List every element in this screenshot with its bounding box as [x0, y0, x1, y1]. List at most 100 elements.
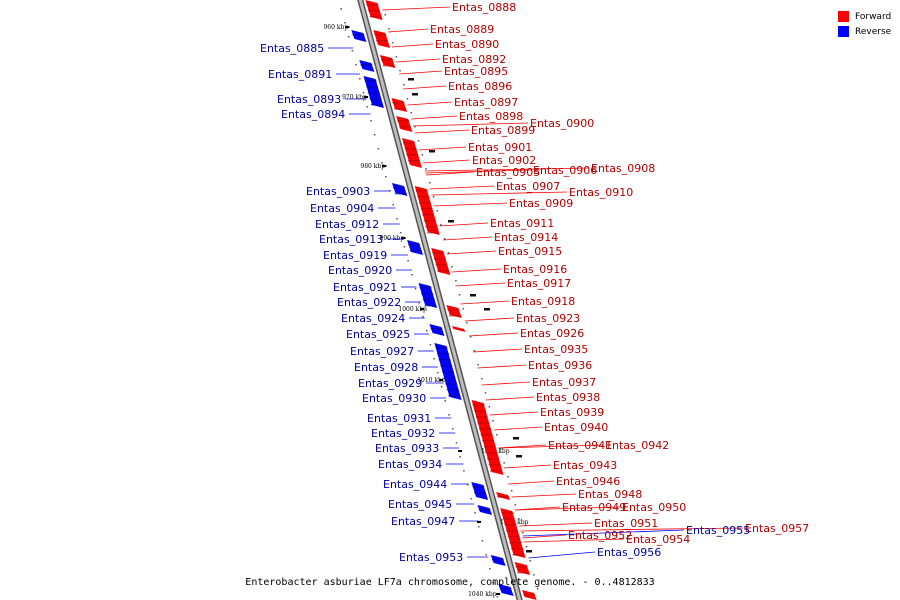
scale-tick-label: 1040 kbp	[468, 591, 497, 598]
minor-tick	[478, 526, 480, 528]
forward-gene-block-stripe	[437, 270, 450, 272]
forward-gene-block-stripe	[501, 512, 514, 514]
gene-label-entas-0891: Entas_0891	[268, 68, 332, 81]
reverse-gene-block-stripe	[473, 492, 486, 494]
gene-label-entas-0928: Entas_0928	[354, 361, 418, 374]
forward-gene-block-stripe	[375, 40, 388, 42]
minor-tick	[418, 302, 421, 304]
gene-label-entas-0929: Entas_0929	[358, 377, 422, 390]
gene-label-entas-0936: Entas_0936	[528, 359, 592, 372]
forward-leader-line	[414, 129, 470, 134]
minor-tick	[429, 182, 431, 184]
forward-leader-line	[425, 169, 532, 174]
gene-label-entas-0948: Entas_0948	[578, 488, 642, 501]
minor-tick	[395, 56, 398, 58]
feature-tick	[526, 550, 532, 553]
forward-gene-block-stripe	[482, 440, 495, 442]
minor-tick	[359, 78, 361, 80]
forward-gene-block	[396, 116, 413, 132]
forward-leader-line	[429, 185, 495, 190]
minor-tick	[488, 406, 491, 408]
forward-gene-block-stripe	[448, 315, 461, 317]
forward-gene-block-stripe	[477, 422, 490, 424]
forward-leader-line	[422, 159, 471, 164]
forward-swatch	[838, 11, 849, 22]
gene-label-entas-0914: Entas_0914	[494, 231, 558, 244]
minor-tick	[485, 554, 487, 556]
gene-label-entas-0937: Entas_0937	[532, 376, 596, 389]
reverse-gene-block-stripe	[370, 104, 383, 106]
forward-gene-block-stripe	[478, 428, 491, 430]
gene-label-entas-0939: Entas_0939	[540, 406, 604, 419]
reverse-gene-block-stripe	[394, 193, 407, 195]
forward-gene-block-stripe	[485, 452, 498, 454]
forward-gene-block-stripe	[515, 566, 528, 568]
gene-label-entas-0945: Entas_0945	[388, 498, 452, 511]
gene-label-entas-0935: Entas_0935	[524, 343, 588, 356]
reverse-gene-block	[407, 240, 424, 255]
forward-leader-line	[472, 348, 523, 353]
forward-leader-line	[451, 268, 502, 273]
minor-tick	[481, 540, 484, 542]
feature-tick	[516, 455, 522, 458]
reverse-gene-block-stripe	[478, 509, 491, 511]
minor-tick	[518, 518, 520, 520]
minor-tick	[462, 308, 465, 310]
reverse-gene-block-stripe	[437, 353, 450, 355]
gene-label-entas-0897: Entas_0897	[454, 96, 518, 109]
minor-tick	[477, 364, 479, 366]
gene-label-entas-0926: Entas_0926	[520, 327, 584, 340]
reverse-gene-block-stripe	[430, 328, 443, 330]
minor-tick	[373, 134, 376, 136]
gene-label-entas-0956: Entas_0956	[597, 546, 661, 559]
forward-gene-block-stripe	[504, 524, 517, 526]
feature-tick	[412, 93, 418, 96]
forward-gene-block-stripe	[394, 108, 407, 110]
forward-gene-block-stripe	[406, 154, 419, 156]
reverse-gene-block	[498, 584, 514, 596]
gene-label-entas-0915: Entas_0915	[498, 245, 562, 258]
forward-gene-block-stripe	[404, 148, 417, 150]
reverse-gene-block-stripe	[364, 80, 377, 82]
scale-tick-mark	[382, 165, 387, 167]
minor-tick	[384, 14, 386, 16]
forward-gene-block-stripe	[432, 252, 445, 254]
minor-tick	[436, 210, 439, 212]
minor-tick	[411, 274, 413, 276]
forward-gene-block-stripe	[506, 530, 519, 532]
forward-leader-line	[419, 146, 467, 151]
forward-gene-block-stripe	[425, 226, 438, 228]
scale-tick-mark	[345, 26, 350, 28]
gene-label-entas-0895: Entas_0895	[444, 65, 508, 78]
forward-gene-block-stripe	[369, 16, 382, 18]
gene-label-entas-0946: Entas_0946	[556, 475, 620, 488]
minor-tick	[525, 546, 528, 548]
minor-tick	[533, 574, 535, 576]
forward-gene-block-stripe	[380, 59, 393, 61]
forward-gene-block-stripe	[517, 572, 530, 574]
gene-label-entas-0921: Entas_0921	[333, 281, 397, 294]
reverse-gene-block	[359, 60, 375, 72]
reverse-gene-block-stripe	[438, 359, 451, 361]
minor-tick	[507, 476, 509, 478]
scale-tick-mark	[364, 96, 369, 98]
forward-gene-block-stripe	[398, 126, 411, 128]
forward-leader-line	[460, 300, 510, 305]
forward-gene-block-stripe	[403, 142, 416, 144]
forward-leader-line	[424, 167, 590, 172]
reverse-gene-block-stripe	[392, 187, 405, 189]
forward-leader-line	[407, 101, 453, 106]
minor-tick	[388, 28, 390, 30]
forward-leader-line	[434, 202, 508, 207]
minor-tick	[466, 484, 469, 486]
forward-leader-line	[489, 411, 539, 416]
forward-leader-line	[481, 381, 531, 386]
minor-tick	[347, 36, 350, 38]
minor-tick	[440, 386, 443, 388]
scale-tick-mark	[476, 521, 481, 523]
minor-tick	[495, 434, 498, 436]
reverse-gene-block-stripe	[443, 377, 456, 379]
reverse-gene-block	[391, 183, 408, 196]
scale-tick-mark	[458, 450, 463, 452]
